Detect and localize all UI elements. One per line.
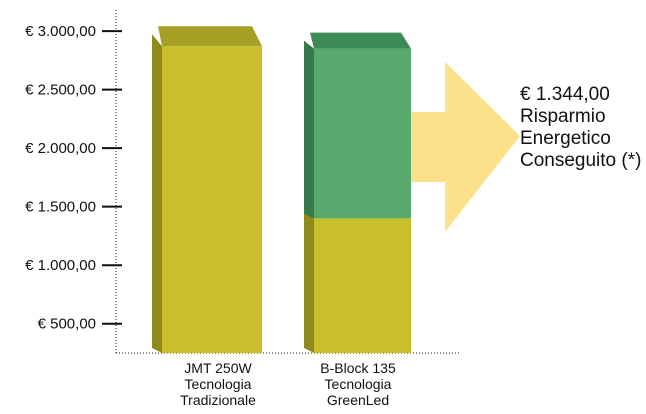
savings-amount: € 1.344,00 [520, 84, 610, 105]
x-category-label: GreenLed [327, 392, 389, 408]
bar-side-face [304, 40, 314, 219]
y-tick-label: € 1.500,00 [25, 199, 96, 216]
x-category-label: Tecnologia [325, 376, 392, 392]
y-tick-label: € 1.000,00 [25, 257, 96, 274]
y-tick-label: € 2.500,00 [25, 82, 96, 99]
x-category-label: B-Block 135 [320, 360, 396, 376]
bar-segment [162, 46, 262, 354]
bar-top-face [158, 26, 262, 47]
bar-top-face [310, 32, 411, 49]
savings-caption-line: Energetico [520, 128, 611, 149]
bar-side-face [152, 34, 162, 354]
x-category-label: JMT 250W [184, 360, 252, 376]
savings-arrow [411, 62, 520, 232]
savings-caption-line: Conseguito (*) [520, 150, 641, 171]
x-category-label: Tradizionale [180, 392, 256, 408]
y-tick-label: € 2.000,00 [25, 140, 96, 157]
bar-side-face [304, 210, 314, 353]
y-tick-label: € 3.000,00 [25, 23, 96, 40]
savings-caption-line: Risparmio [520, 106, 606, 127]
y-tick-label: € 500,00 [38, 316, 96, 333]
bar-segment [314, 48, 411, 219]
bar-segment [314, 218, 411, 353]
x-category-label: Tecnologia [185, 376, 252, 392]
